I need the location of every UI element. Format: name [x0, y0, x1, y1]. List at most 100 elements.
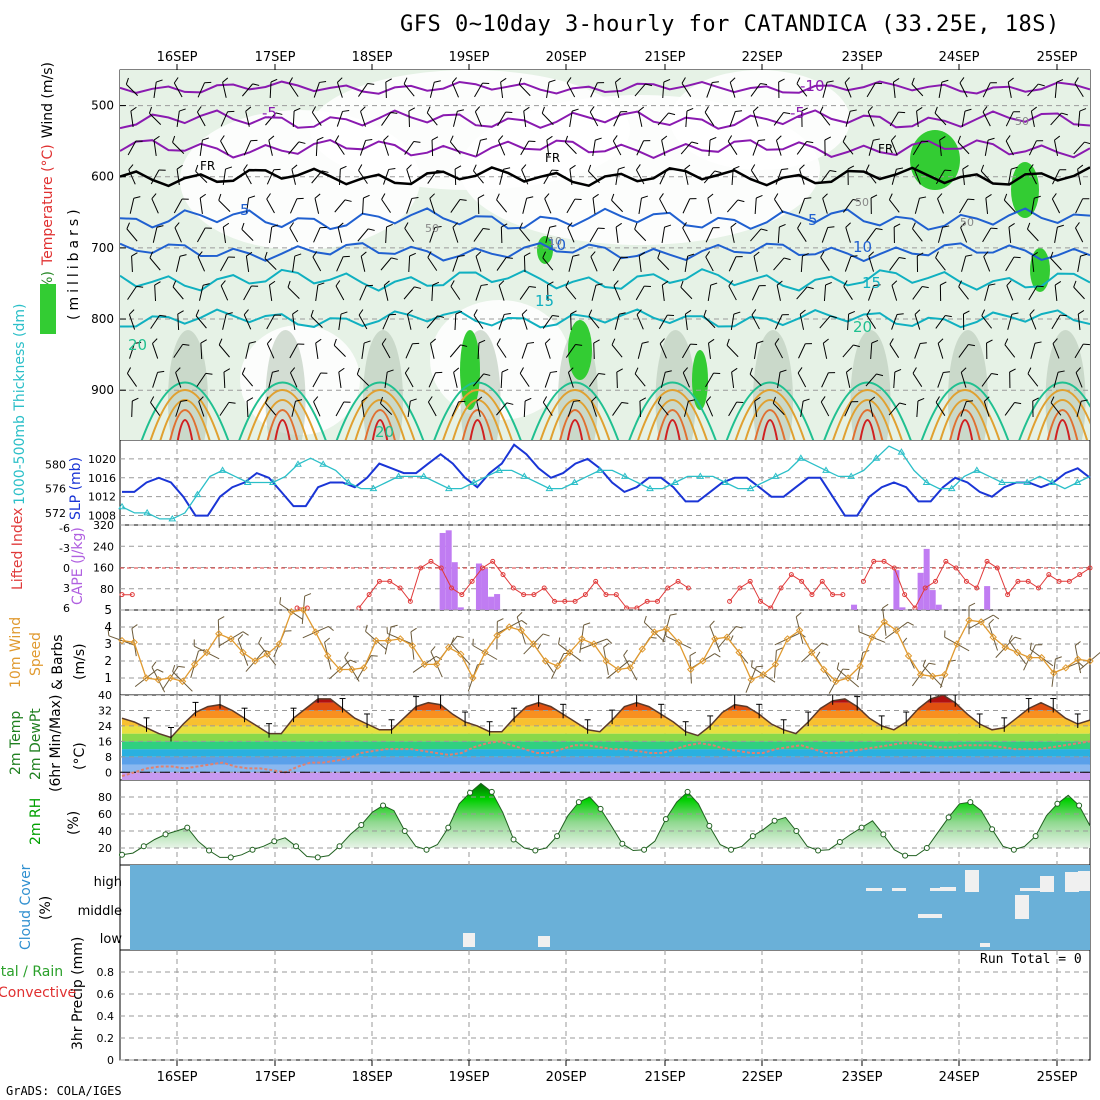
- upper-wind-barb-shaft-3-40: [1052, 169, 1060, 185]
- upper-wind-barb-shaft-3-0: [128, 169, 136, 185]
- upper-wind-barb-5-23: [661, 224, 672, 243]
- upper-wind-barb-flag-7-21: [613, 280, 619, 286]
- upper-wind-barb-shaft-4-35: [937, 198, 944, 214]
- upper-wind-barb-shaft-1-41: [1077, 110, 1081, 128]
- upper-wind-barb-shaft-8-38: [1007, 314, 1013, 330]
- upper-wind-barb-10-25: [705, 372, 721, 388]
- upper-wind-barb-5-5: [241, 222, 254, 242]
- bottom-date-label-0: 16SEP: [157, 1070, 198, 1085]
- upper-wind-barb-6-10: [360, 251, 367, 272]
- wind10-barb-flag-0: [107, 629, 110, 636]
- wind10-barb-flag-34: [542, 633, 550, 637]
- upper-wind-barb-4-18: [544, 193, 552, 214]
- cloud-patch-8: [1040, 876, 1054, 892]
- rh-contour-label-2: 50: [855, 196, 869, 209]
- upper-wind-barb-shaft-10-36: [960, 372, 967, 388]
- upper-wind-barb-shaft-6-13: [427, 257, 438, 271]
- upper-wind-barb-shaft-9-16: [496, 344, 507, 358]
- upper-wind-barb-7-32: [867, 284, 881, 301]
- upper-wind-barb-4-28: [774, 193, 784, 213]
- upper-wind-barb-flag-3-27: [750, 164, 756, 171]
- upper-wind-barb-flag-0-22: [645, 83, 653, 87]
- upper-wind-barb-shaft-7-40: [1054, 284, 1058, 302]
- wind10-barb-flag-44: [643, 615, 647, 623]
- rh2m-marker-32: [467, 789, 474, 796]
- upper-wind-barb-9-28: [774, 338, 783, 359]
- upper-wind-barb-shaft-2-32: [868, 140, 874, 156]
- upper-wind-barb-shaft-9-29: [798, 343, 806, 359]
- upper-wind-barb-flag-9-30: [823, 338, 829, 344]
- upper-wind-barb-6-36: [961, 254, 973, 272]
- lifted-index-marker-37: [500, 572, 506, 578]
- upper-wind-barb-shaft-0-32: [866, 82, 876, 98]
- upper-wind-barb-flag-10-27: [749, 367, 753, 375]
- upper-wind-barb-shaft-8-18: [542, 315, 553, 329]
- upper-wind-barb-shaft-3-7: [291, 169, 296, 185]
- upper-wind-barb-flag-11-37: [984, 396, 990, 402]
- upper-wind-barb-flag-7-5: [251, 285, 259, 287]
- upper-wind-barb-10-32: [865, 373, 884, 387]
- upper-wind-barb-0-30: [822, 80, 834, 98]
- isotherm-line-1: [120, 109, 1090, 130]
- thickness-marker-46: [696, 472, 705, 479]
- upper-wind-barb-flag-3-20: [587, 164, 592, 172]
- upper-wind-barb-flag-4-13: [429, 193, 435, 199]
- upper-wind-barb-shaft-1-3: [196, 111, 206, 127]
- upper-wind-barb-4-7: [289, 197, 304, 214]
- upper-wind-barb-1-26: [729, 110, 743, 127]
- lifted-index-marker-88: [1025, 578, 1031, 584]
- lifted-index-marker-53: [665, 585, 671, 591]
- upper-wind-barb-flag-0-20: [597, 82, 605, 84]
- rh2m-marker-8: [206, 847, 213, 854]
- upper-wind-barb-shaft-8-28: [774, 314, 783, 330]
- upper-wind-barb-flag-2-24: [691, 141, 699, 145]
- thickness-marker-74: [1048, 478, 1057, 485]
- upper-wind-barb-shaft-4-19: [566, 198, 576, 214]
- upper-wind-barb-shaft-10-26: [731, 371, 735, 389]
- upper-wind-barb-shaft-1-23: [657, 112, 669, 126]
- isotherm-line-6: [120, 268, 1090, 292]
- upper-wind-barb-flag-9-24: [690, 343, 698, 345]
- upper-wind-barb-2-7: [288, 141, 306, 155]
- wind10-marker-17: [323, 652, 332, 660]
- upper-wind-barb-1-21: [613, 111, 628, 127]
- upper-wind-barb-3-19: [569, 164, 576, 186]
- lifted-index-marker-42: [552, 598, 558, 604]
- upper-wind-barb-shaft-3-16: [499, 169, 505, 185]
- lifted-index-marker-18: [304, 605, 310, 611]
- upper-wind-barb-7-37: [984, 283, 996, 301]
- upper-wind-barb-flag-7-17: [529, 285, 536, 288]
- upper-wind-barb-flag-8-35: [945, 315, 952, 318]
- isotherm-line-7: [120, 308, 1090, 329]
- wind10-barb-flag-54: [776, 647, 783, 651]
- upper-wind-barb-7-24: [680, 280, 693, 300]
- upper-wind-barb-flag-4-14: [459, 198, 467, 201]
- upper-wind-barb-flag-4-7: [296, 197, 304, 200]
- upper-wind-barb-flag-10-10: [356, 367, 360, 375]
- lifted-index-marker-29: [418, 565, 424, 571]
- cape-bar-14: [935, 604, 942, 610]
- top-date-label-2: 18SEP: [352, 50, 393, 65]
- upper-wind-barb-flag-7-33: [891, 280, 898, 286]
- upper-wind-barb-shaft-4-29: [798, 198, 806, 214]
- upper-wind-barb-shaft-1-21: [613, 111, 621, 127]
- upper-wind-barb-3-35: [935, 169, 952, 185]
- upper-wind-barb-flag-1-39: [1031, 106, 1037, 112]
- upper-wind-barb-6-26: [728, 256, 743, 272]
- wind10-marker-57: [807, 648, 816, 657]
- upper-wind-barb-shaft-2-0: [127, 140, 137, 156]
- upper-wind-barb-2-2: [172, 135, 185, 155]
- upper-wind-barb-flag-1-3: [197, 106, 202, 113]
- upper-wind-barb-flag-5-17: [519, 222, 523, 229]
- upper-wind-barb-0-7: [288, 77, 299, 97]
- upper-wind-barb-shaft-11-9: [335, 401, 345, 417]
- upper-wind-barb-5-30: [821, 226, 835, 243]
- upper-wind-barb-2-18: [546, 135, 553, 157]
- upper-wind-barb-shaft-2-6: [268, 140, 273, 156]
- upper-wind-barb-6-41: [1077, 253, 1088, 272]
- upper-wind-barb-shaft-1-22: [638, 111, 643, 127]
- upper-wind-barb-shaft-11-6: [265, 402, 277, 416]
- temp-band-1: [122, 764, 1090, 773]
- upper-wind-barb-flag-3-26: [732, 165, 740, 170]
- upper-wind-barb-flag-9-23: [659, 338, 665, 344]
